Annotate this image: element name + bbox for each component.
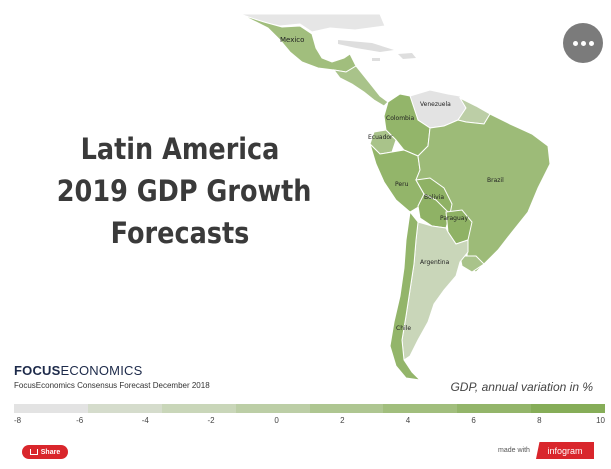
latin-america-map: Mexico Venezuela Colombia Ecuador Peru B… (239, 13, 551, 381)
share-button[interactable]: Share (22, 445, 68, 459)
label-colombia: Colombia (386, 115, 415, 122)
more-dots-icon (572, 40, 578, 46)
scale-tick-label: 6 (471, 416, 476, 425)
uruguay (459, 255, 485, 273)
cuba (338, 40, 394, 52)
color-scale-ticks: -8 -6 -4 -2 0 2 4 6 8 10 (14, 416, 605, 428)
scale-segment (235, 404, 310, 413)
label-chile: Chile (396, 325, 411, 332)
scale-segment (383, 404, 458, 413)
title-line-3: Forecasts (110, 216, 250, 250)
hispaniola (398, 53, 416, 59)
label-paraguay: Paraguay (440, 215, 468, 222)
scale-segment (14, 404, 88, 413)
label-ecuador: Ecuador (368, 134, 393, 141)
brand-logo: FOCUSECONOMICS (14, 363, 142, 378)
scale-tick-label: 4 (405, 416, 411, 425)
share-icon (29, 449, 38, 455)
label-venezuela: Venezuela (420, 101, 451, 108)
central-america (332, 65, 389, 107)
label-mexico: Mexico (280, 36, 304, 44)
scale-segment (531, 404, 605, 413)
country-mexico[interactable] (241, 14, 357, 73)
more-dots-icon (580, 40, 586, 46)
source-note: FocusEconomics Consensus Forecast Decemb… (14, 381, 210, 390)
scale-segment (87, 404, 162, 413)
made-with-text: made with (498, 447, 530, 454)
more-options-button[interactable] (563, 23, 603, 63)
scale-segment (457, 404, 532, 413)
infogram-link[interactable]: infogram (536, 442, 594, 459)
title-line-2: 2019 GDP Growth (56, 174, 312, 208)
label-argentina: Argentina (420, 259, 450, 266)
label-bolivia: Bolivia (424, 194, 444, 201)
scale-tick-label: -8 (14, 416, 22, 425)
label-brazil: Brazil (487, 177, 504, 184)
brand-logo-bold: FOCUS (14, 363, 61, 378)
share-label: Share (40, 448, 61, 456)
scale-tick-label: 0 (274, 416, 279, 425)
scale-tick-label: -2 (207, 416, 215, 425)
chart-title: Latin America 2019 GDP Growth Forecasts (56, 128, 312, 254)
jamaica (372, 58, 380, 61)
country-chile[interactable] (389, 210, 422, 381)
color-scale (14, 404, 605, 413)
scale-tick-label: 2 (340, 416, 345, 425)
scale-tick-label: -6 (76, 416, 84, 425)
scale-segment (161, 404, 236, 413)
more-dots-icon (588, 40, 594, 46)
scale-segment (309, 404, 384, 413)
label-peru: Peru (395, 181, 409, 188)
scale-tick-label: 8 (537, 416, 542, 425)
scale-tick-label: 10 (596, 416, 605, 425)
scale-tick-label: -4 (141, 416, 149, 425)
title-line-1: Latin America (80, 132, 280, 166)
legend-title: GDP, annual variation in % (450, 380, 593, 394)
brand-logo-light: ECONOMICS (60, 363, 143, 378)
